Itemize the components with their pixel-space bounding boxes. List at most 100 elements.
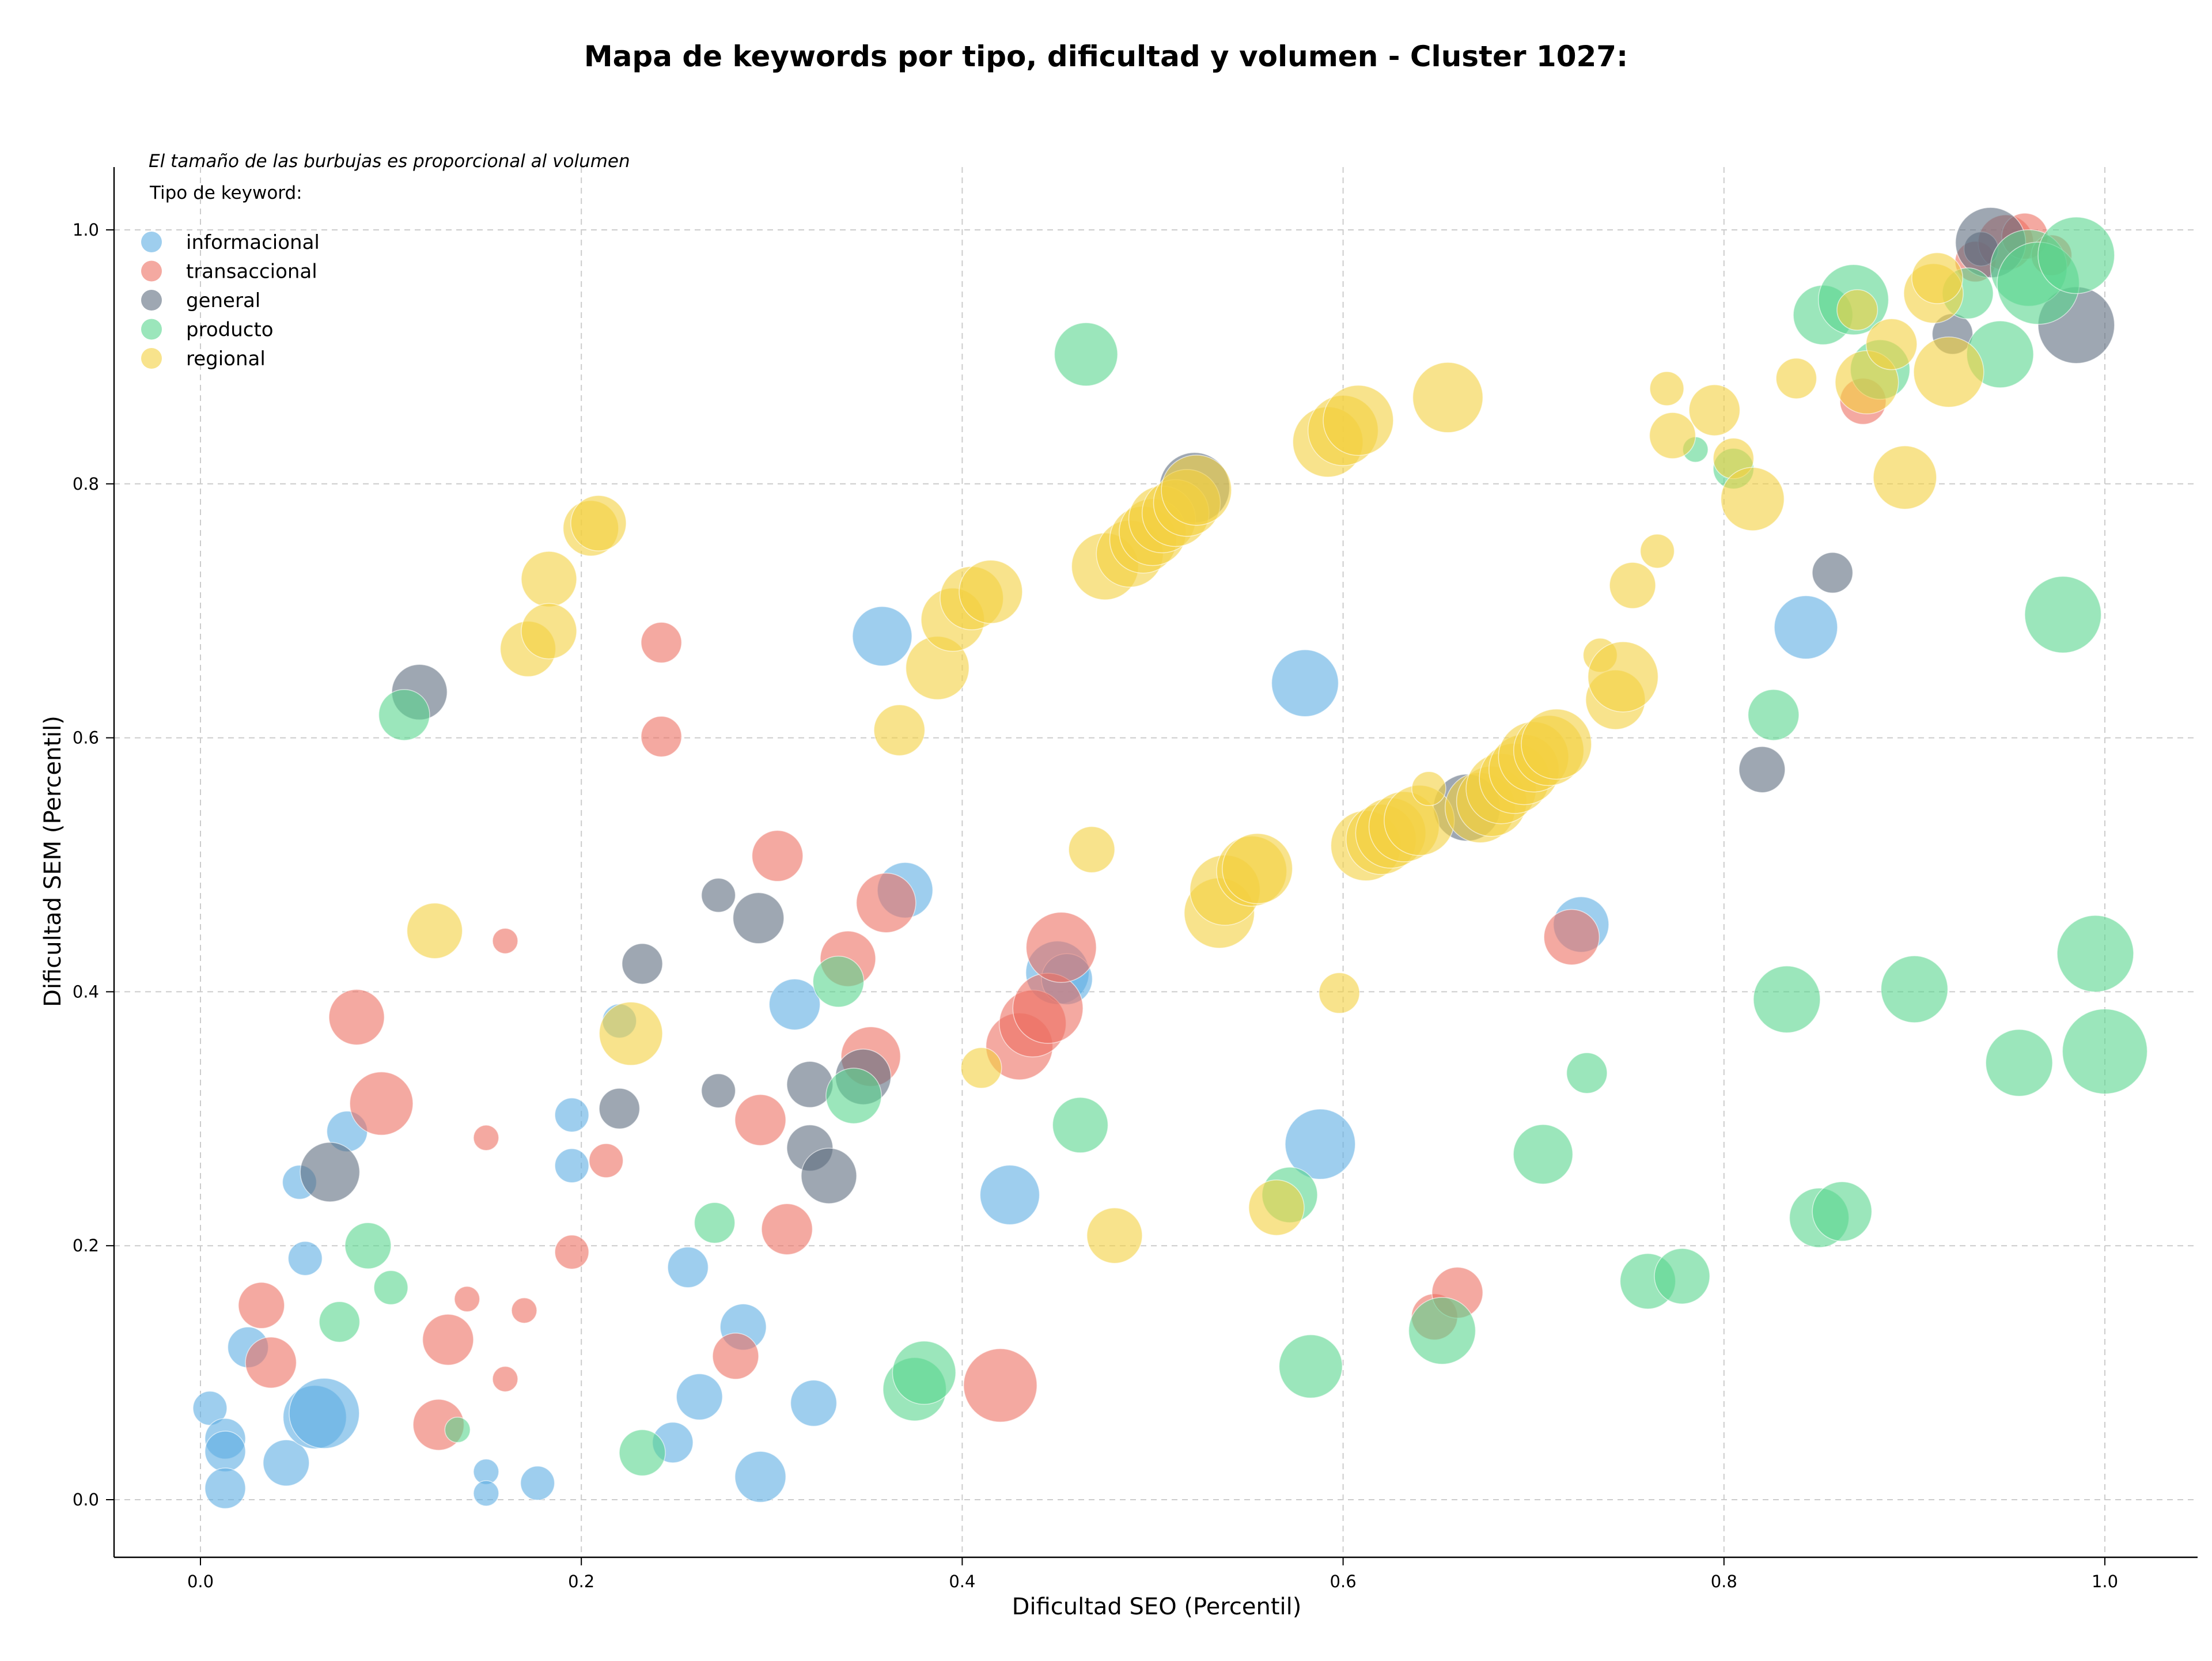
- bubble-producto: [344, 1222, 392, 1269]
- bubble-informacional: [852, 606, 912, 667]
- bubble-general: [1738, 746, 1786, 793]
- bubble-regional: [1412, 362, 1484, 433]
- y-tick-label: 1.0: [73, 220, 99, 240]
- y-tick-label: 0.8: [73, 474, 99, 494]
- bubble-informacional: [263, 1439, 310, 1486]
- bubble-transaccional: [751, 830, 804, 882]
- bubble-regional: [1609, 562, 1656, 609]
- bubble-regional: [960, 1047, 1002, 1089]
- bubble-transaccional: [473, 1125, 499, 1151]
- x-tick-label: 0.0: [187, 1572, 214, 1591]
- bubble-informacional: [554, 1148, 589, 1183]
- bubble-transaccional: [761, 1203, 813, 1255]
- legend-marker-general: [141, 290, 162, 311]
- bubble-producto: [2037, 216, 2115, 294]
- bubble-informacional: [287, 1240, 323, 1276]
- series-regional: [406, 252, 1984, 1264]
- bubble-transaccional: [734, 1094, 786, 1146]
- bubble-regional: [1913, 336, 1984, 408]
- legend-label-transaccional: transaccional: [186, 260, 317, 283]
- bubble-informacional: [473, 1480, 499, 1507]
- bubble-regional: [1161, 455, 1232, 526]
- bubble-producto: [619, 1429, 666, 1477]
- bubble-producto: [1278, 1334, 1343, 1399]
- bubble-producto: [1654, 1248, 1710, 1304]
- bubble-transaccional: [554, 1234, 589, 1270]
- bubble-informacional: [768, 978, 821, 1031]
- legend-marker-regional: [141, 348, 162, 369]
- y-tick-label: 0.6: [73, 728, 99, 748]
- bubble-producto: [444, 1417, 471, 1443]
- y-ticks: 0.0 0.2 0.4 0.6 0.8 1.0: [73, 220, 114, 1509]
- bubble-regional: [1323, 384, 1394, 456]
- bubble-transaccional: [588, 1143, 624, 1178]
- bubble-producto: [1747, 688, 1800, 741]
- bubble-producto: [319, 1301, 361, 1343]
- bubble-transaccional: [641, 622, 683, 664]
- bubble-regional: [1649, 412, 1696, 459]
- bubble-producto: [1753, 965, 1821, 1034]
- bubble-regional: [1688, 384, 1741, 436]
- bubble-transaccional: [641, 716, 683, 758]
- bubble-transaccional: [245, 1337, 297, 1388]
- axes: [113, 167, 2198, 1558]
- bubble-informacional: [676, 1373, 723, 1421]
- bubble-producto: [2062, 1008, 2148, 1095]
- bubble-informacional: [734, 1451, 786, 1503]
- bubble-informacional: [790, 1379, 838, 1427]
- legend-label-informacional: informacional: [186, 231, 320, 254]
- series-producto: [319, 216, 2148, 1477]
- bubble-regional: [521, 551, 577, 607]
- bubble-producto: [378, 688, 430, 741]
- x-ticks: 0.0 0.2 0.4 0.6 0.8 1.0: [187, 1557, 2118, 1591]
- bubble-producto: [825, 1068, 882, 1124]
- bubble-regional: [1775, 357, 1817, 399]
- bubble-producto: [1566, 1052, 1608, 1094]
- bubble-regional: [1068, 826, 1115, 873]
- bubble-regional: [1086, 1207, 1143, 1264]
- bubble-regional: [1911, 252, 1964, 304]
- x-tick-label: 0.4: [949, 1572, 975, 1591]
- bubble-transaccional: [238, 1282, 285, 1329]
- bubble-transaccional: [963, 1348, 1037, 1423]
- y-tick-label: 0.2: [73, 1236, 99, 1255]
- bubble-producto: [1408, 1297, 1476, 1365]
- bubble-producto: [1880, 955, 1949, 1023]
- x-tick-label: 1.0: [2092, 1572, 2118, 1591]
- bubble-regional: [1639, 534, 1675, 569]
- bubble-general: [700, 1073, 736, 1108]
- chart-title: Mapa de keywords por tipo, dificultad y …: [584, 40, 1628, 73]
- bubble-informacional: [1285, 1108, 1356, 1180]
- bubble-transaccional: [712, 1333, 759, 1380]
- bubble-general: [599, 1088, 641, 1130]
- bubble-regional: [521, 603, 577, 660]
- legend-label-general: general: [186, 289, 260, 312]
- bubble-regional: [1319, 972, 1360, 1014]
- bubble-transaccional: [422, 1314, 474, 1366]
- bubble-regional: [1865, 318, 1918, 370]
- y-tick-label: 0.0: [73, 1490, 99, 1509]
- legend-label-regional: regional: [186, 347, 266, 370]
- bubble-producto: [1812, 1181, 1873, 1242]
- bubble-transaccional: [1012, 973, 1084, 1044]
- y-tick-label: 0.4: [73, 982, 99, 1001]
- bubble-transaccional: [1543, 909, 1600, 966]
- bubble-transaccional: [328, 989, 385, 1046]
- bubble-regional: [1222, 833, 1293, 905]
- series-transaccional: [238, 213, 2073, 1451]
- bubble-regional: [1411, 771, 1446, 807]
- bubble-informacional: [979, 1164, 1040, 1225]
- bubble-transaccional: [511, 1297, 537, 1324]
- bubble-regional: [873, 704, 926, 756]
- bubble-informacional: [1271, 649, 1339, 717]
- bubble-informacional: [204, 1467, 246, 1509]
- bubble-regional: [1836, 289, 1878, 331]
- bubble-producto: [2024, 576, 2102, 653]
- bubble-general: [622, 943, 663, 985]
- bubble-transaccional: [454, 1286, 480, 1312]
- bubble-transaccional: [1025, 911, 1097, 983]
- bubble-regional: [1521, 708, 1592, 780]
- bubble-informacional: [520, 1466, 555, 1501]
- legend: informacional transaccional general product…: [141, 231, 320, 370]
